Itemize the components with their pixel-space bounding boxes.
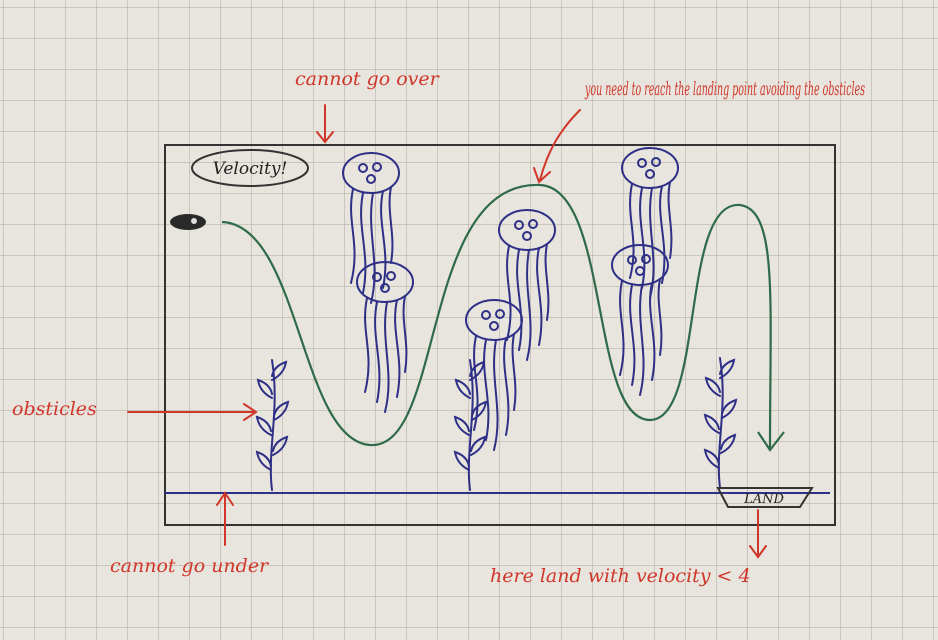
arrow: [316, 104, 334, 144]
trajectory-arrow: [757, 431, 785, 452]
arrow: [749, 509, 767, 559]
landing-rule: here land with velocity < 4: [490, 565, 751, 587]
cannot-go-over: cannot go over: [295, 68, 441, 90]
arrow: [533, 109, 581, 184]
obstacles-note: obsticles: [12, 398, 97, 420]
landing-pad: LAND: [716, 487, 814, 508]
cannot-go-under: cannot go under: [110, 555, 270, 577]
velocity-label: Velocity!: [213, 159, 288, 179]
trajectory: [221, 183, 772, 449]
arrow: [216, 491, 234, 546]
land-label: LAND: [743, 492, 784, 507]
arrow: [127, 403, 258, 421]
goal-note: you need to reach the landing point avoi…: [585, 78, 866, 100]
game-area: [164, 144, 836, 526]
ship: [170, 214, 206, 230]
velocity-bubble: Velocity!: [191, 149, 309, 187]
